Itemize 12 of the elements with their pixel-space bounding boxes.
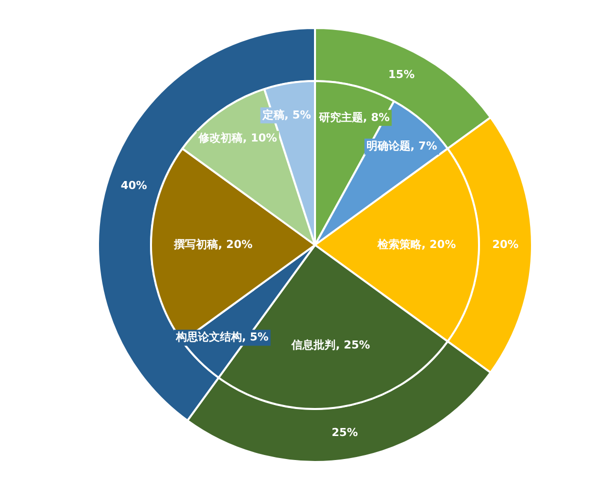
data-label: 15% — [388, 68, 415, 82]
data-label: 40% — [120, 179, 148, 192]
slice-label: 撰写初稿, 20% — [173, 238, 252, 251]
slice-label: 构思论文结构, 5% — [174, 330, 269, 344]
slice-label: 研究主题, 8% — [318, 110, 390, 124]
slice-label: 信息批判, 25% — [290, 338, 370, 352]
slice-label: 定稿, 5% — [261, 108, 312, 122]
slice-label: 检索策略, 20% — [376, 238, 456, 251]
data-label: 20% — [492, 238, 519, 251]
slice-label: 修改初稿, 10% — [198, 132, 278, 145]
slice-label: 明确论题, 7% — [366, 139, 438, 152]
data-label: 25% — [332, 426, 358, 439]
